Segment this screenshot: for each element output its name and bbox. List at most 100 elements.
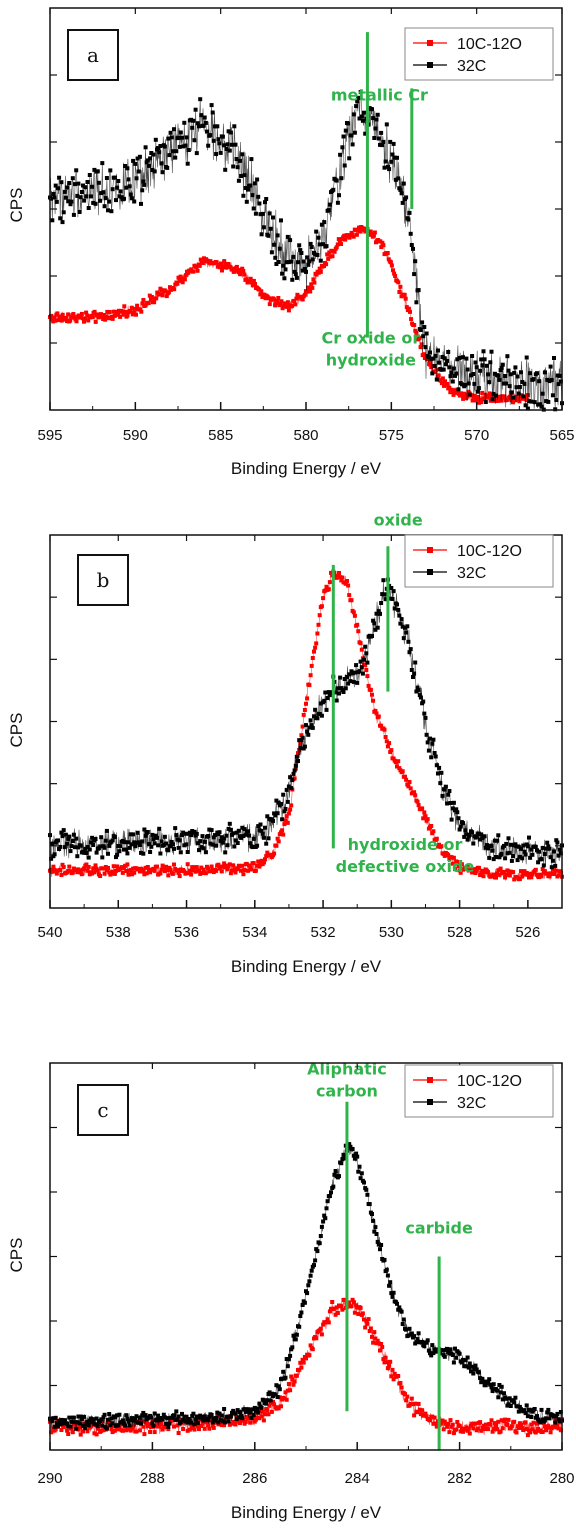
data-point [200, 261, 205, 265]
data-point [267, 1403, 272, 1408]
data-point [190, 125, 195, 130]
data-point [308, 1343, 313, 1348]
data-point [279, 218, 283, 223]
data-point [99, 835, 104, 840]
data-point [329, 1190, 333, 1195]
data-point [299, 733, 304, 738]
data-point [356, 1169, 361, 1174]
data-point [354, 232, 359, 237]
data-point [514, 1430, 519, 1435]
data-point [368, 229, 373, 234]
data-point [258, 822, 263, 827]
data-point [498, 1429, 503, 1434]
data-point [365, 1321, 370, 1326]
data-point [504, 872, 509, 877]
data-point [380, 240, 385, 245]
data-point [466, 381, 471, 386]
data-point [321, 1322, 326, 1327]
data-point [59, 1428, 64, 1432]
data-point [258, 862, 263, 867]
data-point [227, 862, 232, 867]
data-point [155, 1417, 159, 1422]
data-point [310, 285, 315, 290]
data-point [288, 807, 293, 812]
data-point [390, 597, 395, 601]
data-point [187, 1427, 192, 1432]
data-point [67, 864, 72, 869]
data-point [496, 868, 501, 873]
data-point [141, 1424, 146, 1429]
data-point [322, 698, 327, 703]
data-point [180, 1411, 184, 1416]
data-point [348, 233, 353, 238]
data-point [165, 868, 170, 873]
data-point [154, 296, 159, 301]
data-point [285, 1364, 290, 1369]
data-point [412, 323, 417, 328]
data-point [545, 871, 550, 876]
data-point [140, 1413, 145, 1418]
data-point [76, 1414, 81, 1419]
data-point [451, 855, 456, 860]
data-point [201, 1418, 206, 1423]
data-point [492, 838, 497, 843]
data-point [116, 1427, 121, 1432]
data-point [478, 1376, 483, 1381]
data-point [160, 1427, 165, 1432]
data-point [431, 356, 436, 361]
data-point [487, 855, 492, 860]
data-point [144, 1421, 149, 1426]
legend-box [404, 534, 554, 588]
data-point [152, 1411, 157, 1416]
data-point [182, 1414, 187, 1419]
data-point [147, 842, 151, 847]
data-point [139, 1421, 143, 1426]
data-point [274, 798, 279, 803]
legend-entry: 32C [457, 58, 486, 75]
data-point [96, 315, 101, 320]
data-point [437, 360, 442, 365]
data-point [456, 864, 461, 869]
data-point [351, 679, 356, 684]
data-point [195, 1420, 200, 1425]
data-point [110, 838, 115, 843]
data-point [282, 276, 287, 281]
data-point [263, 200, 267, 205]
data-point [261, 1398, 266, 1403]
data-point [391, 268, 395, 273]
data-point [340, 575, 345, 580]
data-point [143, 833, 148, 838]
data-point [247, 279, 252, 284]
data-point [367, 1329, 372, 1333]
data-point [74, 168, 79, 173]
data-point [249, 1416, 254, 1421]
x-tick-label: 595 [37, 427, 62, 444]
data-point [297, 738, 302, 743]
data-point [104, 828, 109, 833]
data-point [53, 1415, 58, 1420]
data-point [197, 1427, 201, 1432]
data-point [117, 194, 122, 199]
data-point [316, 235, 321, 240]
data-point [276, 296, 281, 300]
y-axis-title: CPS [7, 188, 26, 223]
data-point [207, 1414, 212, 1419]
data-point [313, 707, 318, 712]
data-point [375, 1239, 380, 1244]
data-point [542, 1424, 547, 1429]
data-point [317, 712, 322, 716]
data-point [412, 790, 417, 795]
data-point [400, 769, 405, 774]
x-tick-label: 286 [242, 1470, 267, 1487]
data-point [460, 393, 464, 398]
data-point [455, 810, 460, 815]
data-point [51, 1416, 56, 1421]
data-point [522, 1408, 527, 1413]
data-point [474, 869, 479, 874]
data-point [86, 1423, 91, 1428]
data-point [354, 104, 359, 109]
data-point [253, 868, 258, 873]
data-point [318, 1234, 323, 1238]
data-point [217, 265, 222, 270]
data-point [179, 276, 184, 281]
